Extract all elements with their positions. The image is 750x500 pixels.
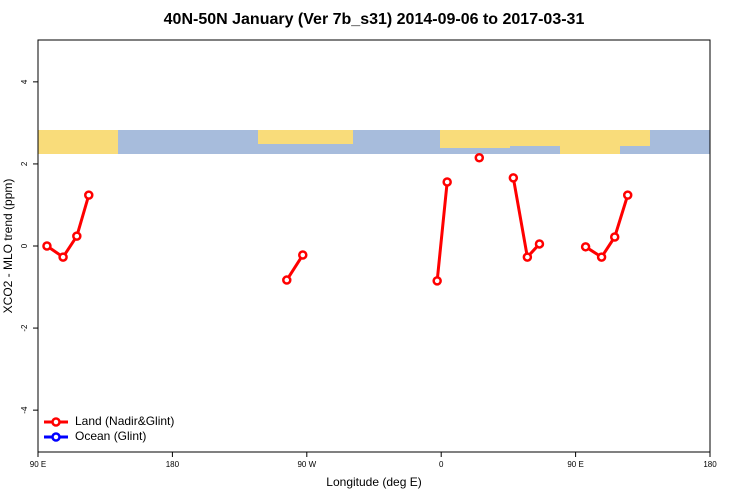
x-axis-label: Longitude (deg E) xyxy=(326,475,421,489)
x-tick-label: 0 xyxy=(439,460,444,469)
data-point xyxy=(622,190,633,200)
legend-label: Land (Nadir&Glint) xyxy=(75,414,174,428)
legend-label: Ocean (Glint) xyxy=(75,429,146,443)
y-tick-label: 4 xyxy=(20,79,29,84)
y-tick-label: 2 xyxy=(20,161,29,166)
data-point xyxy=(42,241,52,251)
x-tick-label: 180 xyxy=(703,460,717,469)
data-point xyxy=(298,250,308,260)
x-tick-label: 90 E xyxy=(30,460,46,469)
data-point xyxy=(432,276,442,286)
y-axis-label: XCO2 - MLO trend (ppm) xyxy=(1,179,15,314)
y-tick-label: -2 xyxy=(20,324,29,332)
data-point xyxy=(58,252,68,262)
data-point xyxy=(282,275,292,285)
data-point xyxy=(84,190,94,200)
data-point xyxy=(596,252,607,262)
data-point xyxy=(609,232,620,242)
chart-title: 40N-50N January (Ver 7b_s31) 2014-09-06 … xyxy=(164,11,585,28)
legend-marker xyxy=(51,432,61,442)
legend-marker xyxy=(51,417,61,427)
x-tick-label: 90 W xyxy=(297,460,316,469)
data-point xyxy=(508,173,519,183)
data-point xyxy=(534,239,545,249)
data-point xyxy=(72,231,82,241)
data-point xyxy=(580,242,591,252)
x-tick-label: 180 xyxy=(166,460,180,469)
y-tick-label: 0 xyxy=(20,243,29,248)
y-tick-label: -4 xyxy=(20,406,29,414)
map-strip xyxy=(38,130,710,154)
legend: Land (Nadir&Glint)Ocean (Glint) xyxy=(44,414,174,443)
data-point xyxy=(474,153,485,163)
series-line xyxy=(46,177,630,282)
data-point xyxy=(522,252,533,262)
x-tick-label: 90 E xyxy=(567,460,583,469)
data-point xyxy=(442,177,452,187)
